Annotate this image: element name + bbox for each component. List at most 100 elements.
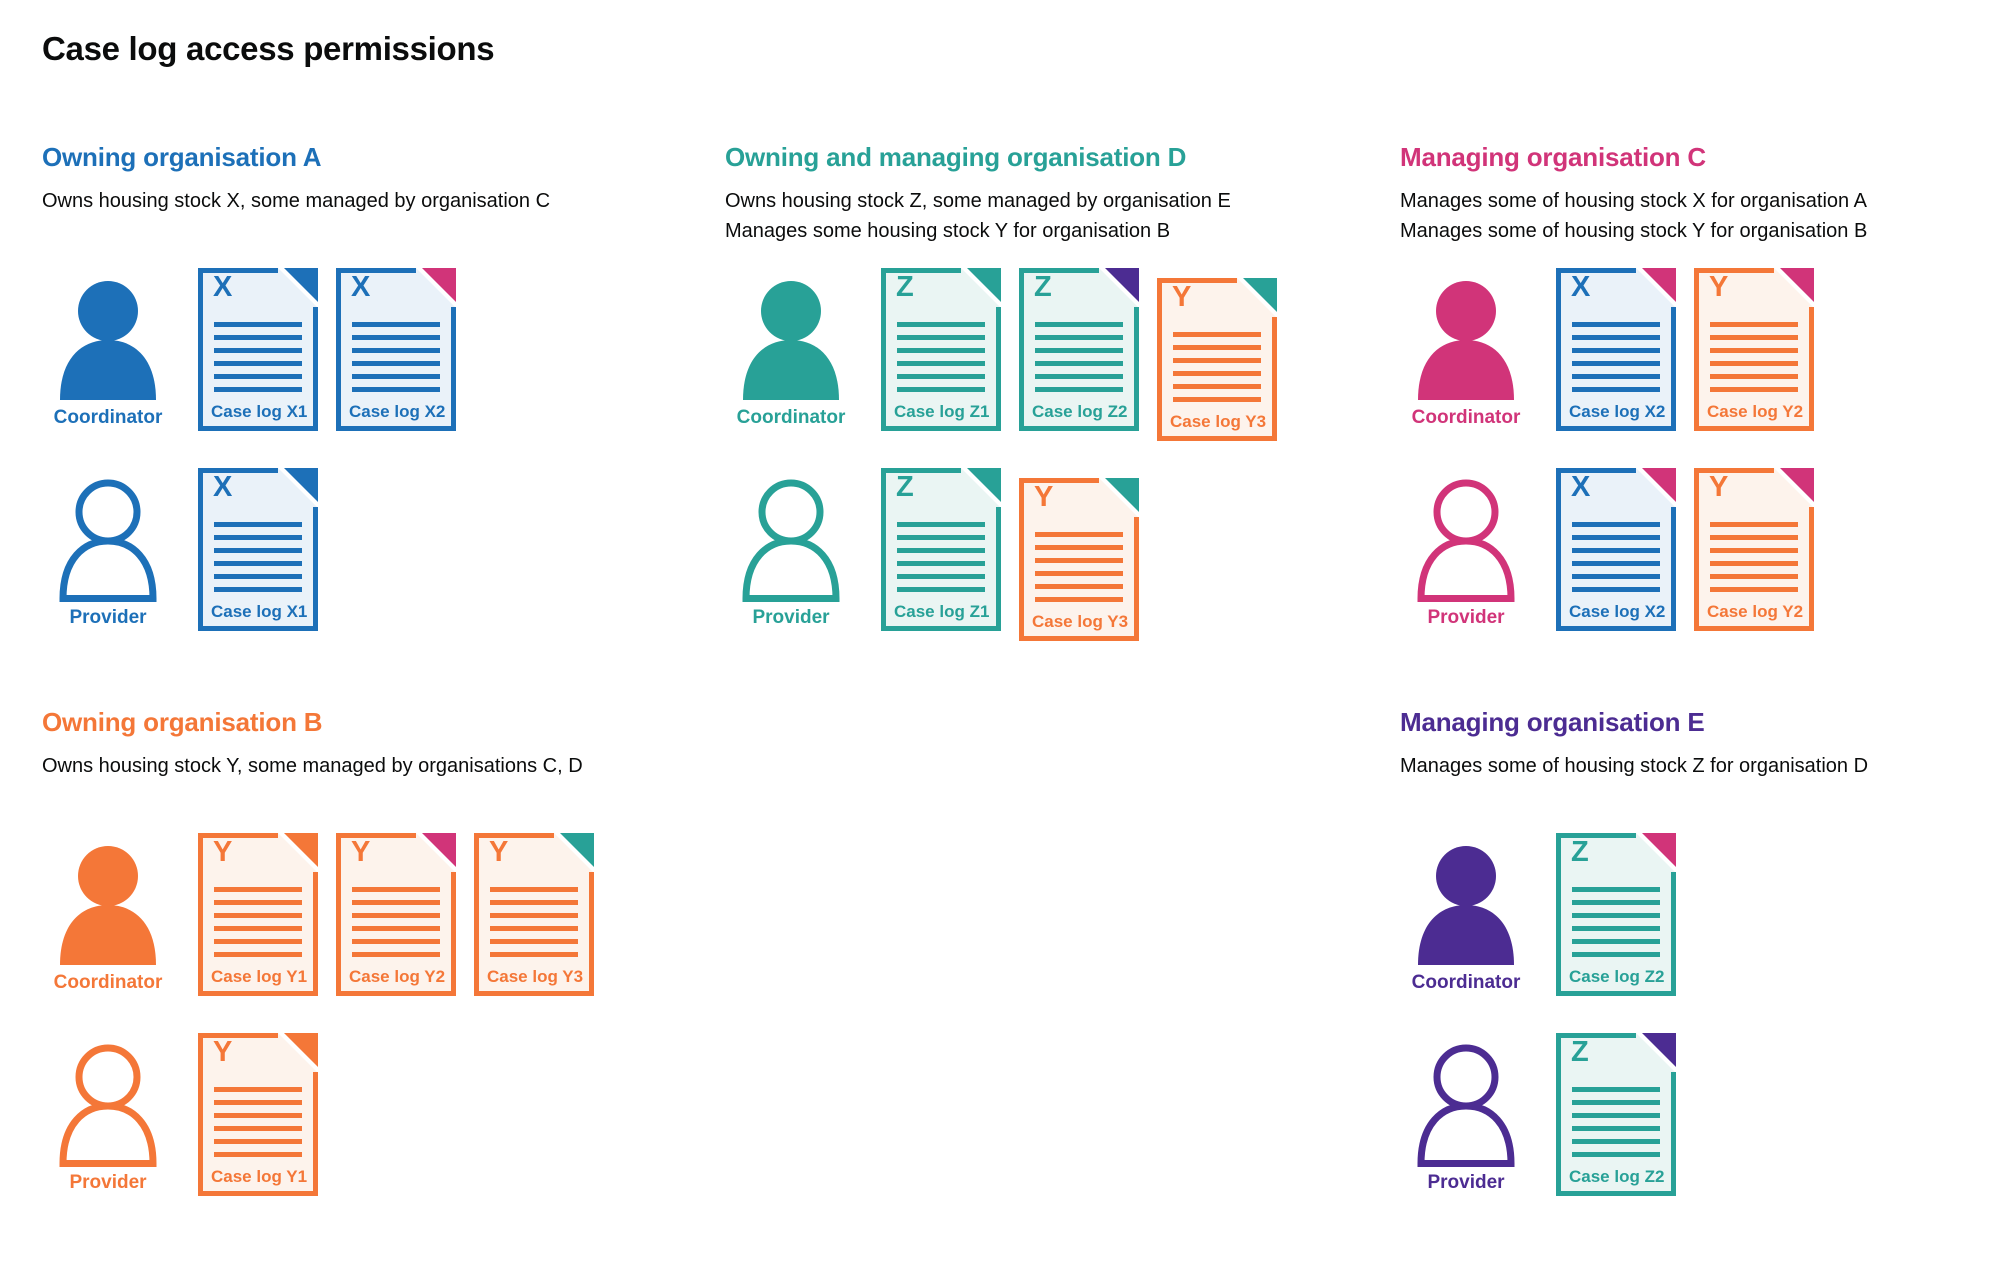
document-lines (1035, 322, 1123, 392)
document-icon (1157, 278, 1277, 441)
document-lines (1710, 522, 1798, 592)
provider-icon (1417, 1044, 1515, 1167)
page-title: Case log access permissions (42, 30, 495, 67)
provider-figure: Provider (725, 478, 857, 629)
coordinator-figure: Coordinator (42, 278, 174, 429)
role-label: Coordinator (736, 407, 846, 428)
folded-corner-icon (1105, 478, 1139, 512)
document-lines (1572, 522, 1660, 592)
section-rows: Coordinator Z Case log Z1 Z Case log Z2 Y Case… (725, 268, 1277, 641)
document-lines (1173, 332, 1261, 402)
folded-corner-icon (284, 1033, 318, 1067)
folded-corner-icon (560, 833, 594, 867)
provider-figure: Provider (42, 1043, 174, 1194)
case-log-documents: X Case log X1 X Case log X2 (198, 268, 456, 431)
document-stock-letter: Z (1034, 271, 1052, 303)
folded-corner-icon (284, 833, 318, 867)
case-log-document: Y Case log Y2 (336, 833, 456, 996)
case-log-document: Z Case log Z1 (881, 468, 1001, 631)
section-owning-and-managing-organisation-d: Owning and managing organisation D Owns … (725, 142, 1385, 641)
document-icon (881, 268, 1001, 431)
case-log-documents: Z Case log Z1 Z Case log Z2 Y Case log Y3 (881, 268, 1277, 441)
document-icon (198, 833, 318, 996)
coordinator-figure: Coordinator (1400, 278, 1532, 429)
permission-row: Provider Z Case log Z2 (1400, 1033, 1676, 1196)
document-icon (336, 833, 456, 996)
document-lines (352, 322, 440, 392)
document-icon (1019, 268, 1139, 431)
case-log-document: X Case log X1 (198, 468, 318, 631)
document-label: Case log Z2 (1569, 1167, 1665, 1186)
role-label: Coordinator (53, 407, 163, 428)
role-label: Provider (1427, 607, 1505, 628)
case-log-document: X Case log X1 (198, 268, 318, 431)
document-label: Case log X1 (211, 402, 308, 421)
permission-row: Provider X Case log X1 (42, 468, 456, 631)
role-label: Coordinator (53, 972, 163, 993)
permission-row: Coordinator X Case log X1 X Case log X2 (42, 268, 456, 431)
document-stock-letter: X (213, 471, 233, 503)
folded-corner-icon (967, 468, 1001, 502)
section-title: Owning and managing organisation D (725, 142, 1187, 172)
document-label: Case log Y1 (211, 967, 308, 986)
document-label: Case log Z2 (1032, 402, 1128, 421)
document-lines (1572, 1087, 1660, 1157)
role-label: Coordinator (1411, 972, 1521, 993)
document-label: Case log Y2 (1707, 402, 1804, 421)
folded-corner-icon (284, 468, 318, 502)
case-log-document: Y Case log Y3 (474, 833, 594, 996)
case-log-document: X Case log X2 (1556, 468, 1676, 631)
document-lines (897, 522, 985, 592)
section-title: Owning organisation A (42, 142, 322, 172)
section-managing-organisation-e: Managing organisation E Manages some of … (1400, 707, 1985, 1196)
document-lines (1710, 322, 1798, 392)
section-managing-organisation-c: Managing organisation C Manages some of … (1400, 142, 1985, 631)
folded-corner-icon (1780, 268, 1814, 302)
section-description-line: Manages some housing stock Y for organis… (725, 220, 1171, 242)
coordinator-icon (60, 846, 156, 965)
document-icon (474, 833, 594, 996)
provider-figure: Provider (42, 478, 174, 629)
document-icon (198, 268, 318, 431)
section-description-line: Owns housing stock X, some managed by or… (42, 190, 551, 212)
case-log-document: Z Case log Z2 (1556, 1033, 1676, 1196)
folded-corner-icon (422, 833, 456, 867)
document-label: Case log Y3 (1032, 612, 1129, 631)
section-rows: Coordinator Y Case log Y1 Y Case log Y2 Y Case… (42, 833, 594, 1196)
case-log-documents: Z Case log Z2 (1556, 1033, 1676, 1196)
case-log-documents: Z Case log Z2 (1556, 833, 1676, 996)
case-log-document: X Case log X2 (336, 268, 456, 431)
coordinator-figure: Coordinator (42, 843, 174, 994)
document-label: Case log X2 (1569, 602, 1666, 621)
document-icon (1556, 468, 1676, 631)
document-stock-letter: Z (1571, 1036, 1589, 1068)
document-lines (897, 322, 985, 392)
folded-corner-icon (1642, 833, 1676, 867)
permission-row: Coordinator Z Case log Z2 (1400, 833, 1676, 996)
document-label: Case log X2 (349, 402, 446, 421)
section-description: Manages some of housing stock X for orga… (1400, 186, 1985, 246)
coordinator-icon (60, 281, 156, 400)
document-icon (881, 468, 1001, 631)
provider-icon (1417, 479, 1515, 602)
provider-icon (59, 479, 157, 602)
document-stock-letter: X (213, 271, 233, 303)
document-lines (214, 1087, 302, 1157)
case-log-documents: X Case log X2 Y Case log Y2 (1556, 468, 1814, 631)
section-description-line: Manages some of housing stock Z for orga… (1400, 755, 1869, 777)
section-description: Owns housing stock Z, some managed by or… (725, 186, 1385, 246)
permission-row: Provider Z Case log Z1 Y Case log Y3 (725, 468, 1277, 641)
folded-corner-icon (1243, 278, 1277, 312)
section-title: Owning organisation B (42, 707, 323, 737)
section-description-line: Manages some of housing stock X for orga… (1400, 190, 1867, 212)
document-lines (214, 522, 302, 592)
folded-corner-icon (284, 268, 318, 302)
document-stock-letter: X (1571, 471, 1591, 503)
section-description: Owns housing stock X, some managed by or… (42, 186, 702, 216)
permission-row: Coordinator Y Case log Y1 Y Case log Y2 Y Case… (42, 833, 594, 996)
document-icon (198, 468, 318, 631)
role-label: Coordinator (1411, 407, 1521, 428)
case-log-document: Y Case log Y1 (198, 1033, 318, 1196)
document-icon (198, 1033, 318, 1196)
document-stock-letter: Y (1034, 481, 1054, 513)
